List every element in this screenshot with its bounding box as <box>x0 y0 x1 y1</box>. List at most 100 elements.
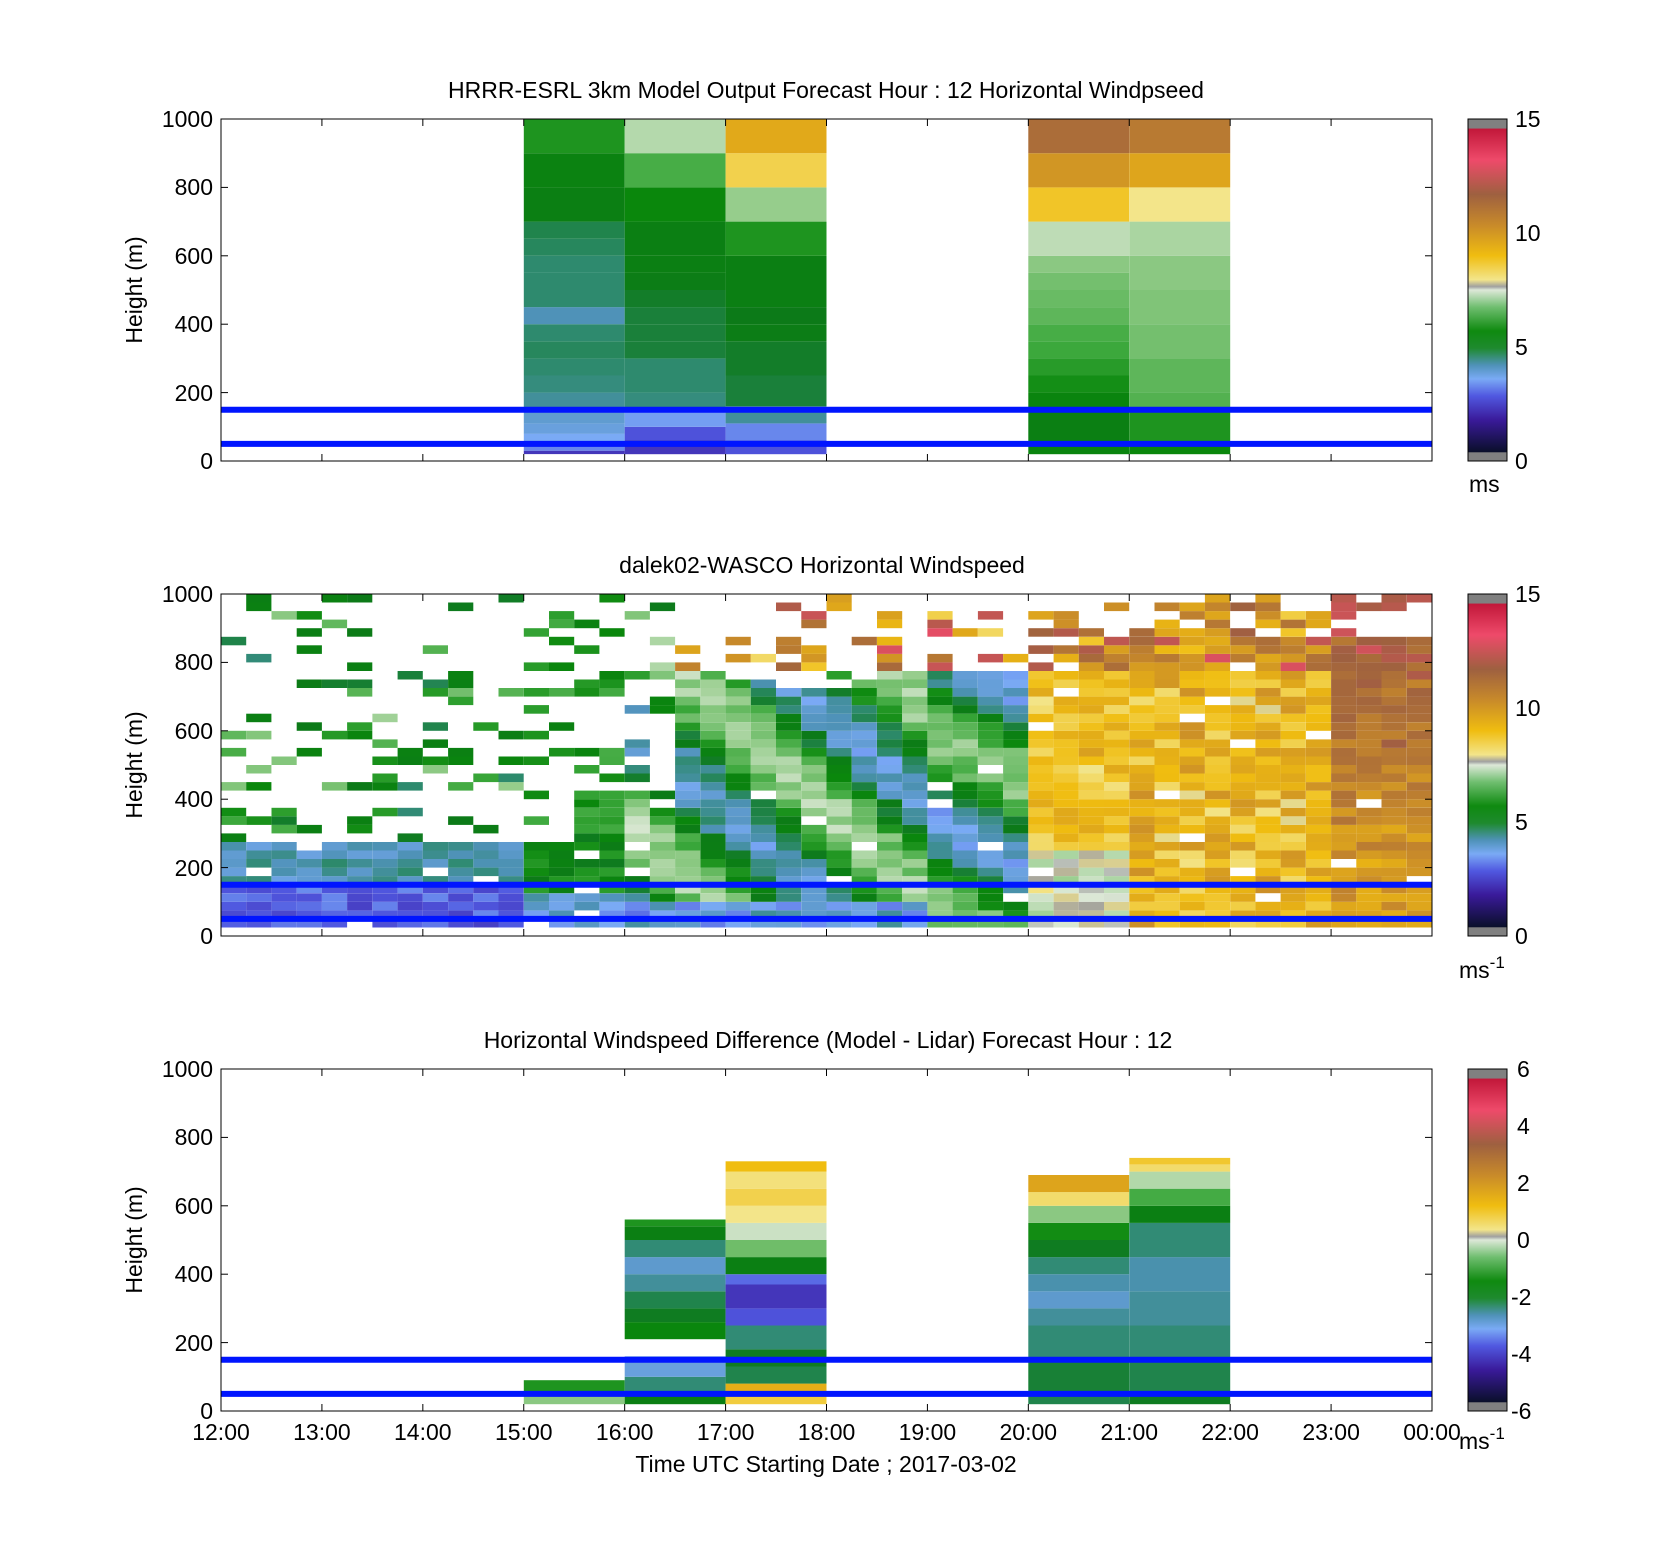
heatmap-cell <box>1230 628 1256 637</box>
heatmap-cell <box>1129 688 1155 697</box>
heatmap-cell <box>397 842 423 851</box>
heatmap-cell <box>1280 679 1306 688</box>
heatmap-cell <box>1078 730 1104 740</box>
panel-2-title: dalek02-WASCO Horizontal Windspeed <box>619 552 1025 578</box>
heatmap-cell <box>977 867 1004 877</box>
heatmap-cell <box>1255 653 1281 663</box>
heatmap-cell <box>1230 816 1256 825</box>
heatmap-cell <box>826 842 852 851</box>
heatmap-cell <box>549 910 575 919</box>
heatmap-cell <box>1280 628 1306 637</box>
heatmap-cell <box>523 450 625 455</box>
heatmap-cell <box>902 833 928 842</box>
heatmap-cell <box>321 782 348 791</box>
heatmap-cell <box>422 688 448 697</box>
heatmap-cell <box>649 602 676 612</box>
heatmap-cell <box>851 688 877 697</box>
heatmap-cell <box>725 747 751 757</box>
heatmap-cell <box>1129 324 1231 359</box>
heatmap-cell <box>1356 918 1382 928</box>
heatmap-cell <box>221 910 247 919</box>
heatmap-cell <box>1356 901 1382 911</box>
heatmap-cell <box>448 696 474 706</box>
heatmap-cell <box>1381 705 1407 714</box>
heatmap-cell <box>422 893 448 902</box>
heatmap-cell <box>246 884 272 894</box>
heatmap-cell <box>725 722 751 731</box>
heatmap-cell <box>1154 747 1180 757</box>
heatmap-cell <box>397 756 423 765</box>
heatmap-cell <box>1356 824 1382 834</box>
heatmap-cell <box>902 765 928 774</box>
heatmap-cell <box>448 876 474 885</box>
heatmap-cell <box>750 688 776 697</box>
heatmap-cell <box>1305 807 1332 817</box>
heatmap-cell <box>725 1205 827 1223</box>
heatmap-cell <box>624 290 726 308</box>
heatmap-cell <box>700 859 726 868</box>
heatmap-cell <box>826 747 852 757</box>
heatmap-cell <box>927 653 953 663</box>
heatmap-cell <box>1053 756 1079 765</box>
heatmap-cell <box>725 705 751 714</box>
heatmap-cell <box>826 799 852 808</box>
heatmap-cell <box>1154 901 1180 911</box>
heatmap-cell <box>1003 824 1029 834</box>
heatmap-cell <box>1003 739 1029 748</box>
heatmap-cell <box>1028 1175 1130 1193</box>
heatmap-cell <box>1204 918 1231 928</box>
heatmap-cell <box>725 1366 827 1384</box>
heatmap-cell <box>877 824 903 834</box>
heatmap-cell <box>1406 653 1432 663</box>
heatmap-cell <box>750 816 776 825</box>
heatmap-cell <box>523 307 625 325</box>
heatmap-cell <box>1356 730 1382 740</box>
heatmap-cell <box>801 756 827 765</box>
heatmap-cell <box>1255 884 1281 894</box>
heatmap-cell <box>1003 867 1029 877</box>
heatmap-cell <box>523 153 625 188</box>
heatmap-cell <box>1179 653 1205 663</box>
panel-3-ytick-label: 800 <box>175 1124 213 1150</box>
heatmap-cell <box>877 705 903 714</box>
heatmap-cell <box>221 893 247 902</box>
heatmap-cell <box>1255 867 1281 877</box>
heatmap-cell <box>549 747 575 757</box>
heatmap-cell <box>1255 901 1281 911</box>
heatmap-cell <box>448 893 474 902</box>
heatmap-cell <box>1331 628 1357 637</box>
heatmap-cell <box>624 765 650 774</box>
heatmap-cell <box>1053 671 1079 680</box>
heatmap-cell <box>1179 628 1205 637</box>
x-tick-label: 15:00 <box>495 1419 553 1445</box>
heatmap-cell <box>624 1322 726 1340</box>
heatmap-cell <box>549 842 575 851</box>
heatmap-cell <box>1331 850 1357 859</box>
heatmap-cell <box>1028 611 1054 620</box>
heatmap-cell <box>776 773 802 783</box>
heatmap-cell <box>1204 730 1231 740</box>
heatmap-cell <box>826 901 852 911</box>
heatmap-cell <box>523 187 625 222</box>
heatmap-cell <box>1406 730 1432 740</box>
heatmap-cell <box>1104 893 1130 902</box>
heatmap-cell <box>1305 884 1332 894</box>
heatmap-cell <box>1078 867 1104 877</box>
heatmap-cell <box>624 1226 726 1240</box>
heatmap-cell <box>700 713 726 723</box>
heatmap-cell <box>1356 756 1382 765</box>
heatmap-cell <box>1003 713 1029 723</box>
heatmap-cell <box>750 747 776 757</box>
heatmap-cell <box>1078 893 1104 902</box>
heatmap-cell <box>750 859 776 868</box>
heatmap-cell <box>1255 824 1281 834</box>
heatmap-cell <box>1255 671 1281 680</box>
heatmap-cell <box>549 859 575 868</box>
heatmap-cell <box>1381 747 1407 757</box>
heatmap-cell <box>725 782 751 791</box>
heatmap-cell <box>877 747 903 757</box>
heatmap-cell <box>498 876 524 885</box>
heatmap-cell <box>1255 765 1281 774</box>
heatmap-cell <box>422 722 448 731</box>
heatmap-cell <box>498 850 524 859</box>
